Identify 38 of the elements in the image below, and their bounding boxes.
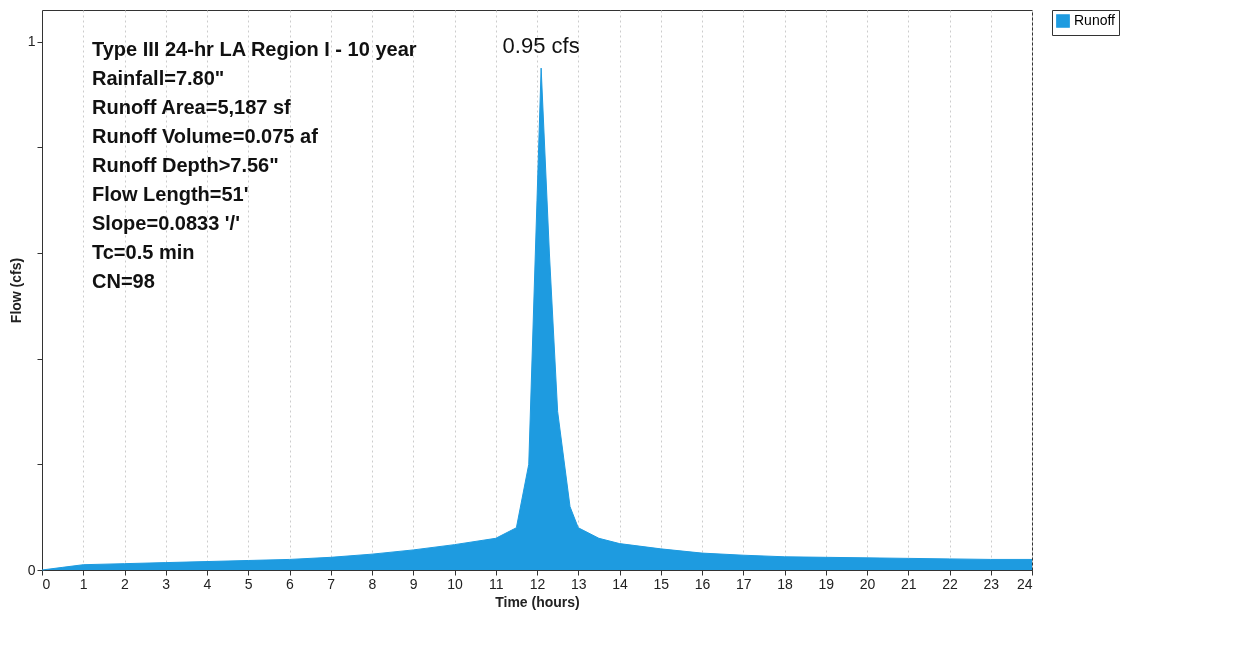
x-axis-title: Time (hours) <box>495 593 580 610</box>
annotation: Rainfall=7.80" <box>92 67 225 89</box>
x-tick-label: 4 <box>203 575 212 592</box>
x-tick-label: 14 <box>612 575 628 592</box>
x-tick-label: 8 <box>368 575 377 592</box>
x-tick-label: 7 <box>327 575 336 592</box>
annotation: CN=98 <box>92 270 155 292</box>
x-tick-label: 5 <box>244 575 253 592</box>
x-tick-label: 20 <box>859 575 876 592</box>
annotation: Slope=0.0833 '/' <box>92 212 240 234</box>
x-tick-label: 0 <box>42 575 51 592</box>
x-tick-label: 12 <box>529 575 546 592</box>
annotation: 0.95 cfs <box>502 33 580 59</box>
x-tick-label: 22 <box>942 575 958 592</box>
x-tick-label: 17 <box>735 575 752 592</box>
x-tick-label: 24 <box>1016 575 1033 592</box>
y-axis-title: Flow (cfs) <box>7 257 24 324</box>
x-tick-label: 16 <box>694 575 711 592</box>
x-tick-label: 6 <box>286 575 295 592</box>
annotation: Type III 24-hr LA Region I - 10 year <box>92 38 417 60</box>
x-tick-label: 23 <box>983 575 1000 592</box>
annotation: Flow Length=51' <box>92 183 249 205</box>
x-tick-label: 2 <box>121 575 130 592</box>
x-tick-label: 15 <box>653 575 670 592</box>
x-tick-label: 13 <box>570 575 587 592</box>
x-tick-label: 3 <box>162 575 171 592</box>
annotation: Runoff Area=5,187 sf <box>92 96 292 118</box>
x-tick-label: 18 <box>777 575 793 592</box>
x-tick-label: 19 <box>818 575 835 592</box>
x-tick-label: 1 <box>79 575 88 592</box>
x-tick-label: 21 <box>900 575 917 592</box>
legend-label: Runoff <box>1074 12 1116 28</box>
x-tick-label: 11 <box>488 575 504 592</box>
annotation: Tc=0.5 min <box>92 241 195 263</box>
annotation: Runoff Volume=0.075 af <box>92 125 319 147</box>
annotation: Runoff Depth>7.56" <box>92 154 279 176</box>
x-tick-label: 9 <box>409 575 418 592</box>
x-tick-label: 10 <box>447 575 463 592</box>
